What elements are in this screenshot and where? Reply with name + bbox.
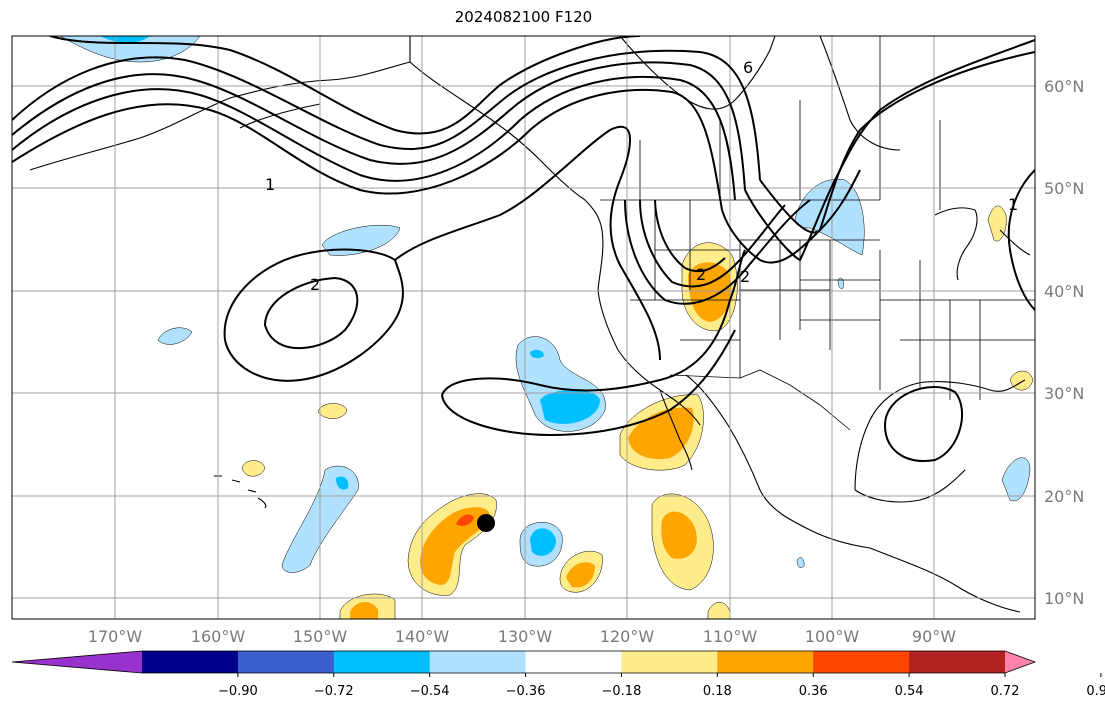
colorbar-tick-label: 0.54 [895, 684, 924, 699]
colorbar-segment [621, 651, 718, 673]
colorbar-outline [11, 650, 1037, 674]
colorbar-segment [813, 651, 910, 673]
colorbar-tick-label: −0.36 [506, 684, 546, 699]
colorbar: −0.90 −0.72 −0.54 −0.36 −0.18 0.18 0.36 0.54 0.7… [11, 650, 1105, 699]
contour-label-group: 1 2 2 2 1 6 [265, 58, 1018, 294]
lat-label: 20°N [1044, 487, 1084, 506]
political-borders [600, 36, 1035, 431]
contour-label: 2 [696, 265, 706, 284]
storm-position-dot [477, 514, 495, 532]
map-panel: 1 2 2 2 1 6 [12, 36, 1035, 619]
colorbar-tick-label: −0.72 [314, 684, 354, 699]
colorbar-tick-label: −0.18 [602, 684, 642, 699]
lat-label: 10°N [1044, 589, 1084, 608]
contour-lines [12, 36, 1035, 462]
colorbar-tick-label: 0.90 [1086, 684, 1105, 699]
longitude-labels: 170°W 160°W 150°W 140°W 130°W 120°W 110°… [88, 627, 956, 646]
colorbar-segment [142, 651, 239, 673]
lat-label: 30°N [1044, 384, 1084, 403]
colorbar-segment [429, 651, 527, 673]
gridlines [12, 36, 1035, 619]
colorbar-tick-label: −0.54 [410, 684, 450, 699]
colorbar-segment [909, 651, 1006, 673]
lon-label: 140°W [395, 627, 450, 646]
lat-label: 40°N [1044, 282, 1084, 301]
lon-label: 130°W [498, 627, 553, 646]
colorbar-tick-label: 0.72 [991, 684, 1020, 699]
colorbar-segment [717, 651, 814, 673]
contour-label: 1 [265, 175, 275, 194]
contour-label: 2 [310, 275, 320, 294]
coastlines [29, 36, 1031, 613]
lon-label: 160°W [191, 627, 246, 646]
map-frame [11, 35, 1036, 620]
colorbar-segment [525, 651, 622, 673]
lon-label: 100°W [805, 627, 860, 646]
contour-label: 6 [743, 58, 753, 77]
contour-label: 1 [1008, 195, 1018, 214]
colorbar-extend-low [12, 651, 142, 673]
colorbar-tick-label: −0.90 [218, 684, 258, 699]
colorbar-tick-label: 0.18 [703, 684, 732, 699]
lon-label: 90°W [912, 627, 956, 646]
lon-label: 120°W [600, 627, 655, 646]
lon-label: 110°W [703, 627, 758, 646]
colorbar-extend-high [1005, 651, 1035, 673]
lat-label: 50°N [1044, 179, 1084, 198]
latitude-labels: 60°N 50°N 40°N 30°N 20°N 10°N [1044, 77, 1084, 608]
colorbar-segment [237, 651, 335, 673]
colorbar-segment [333, 651, 431, 673]
colorbar-tick-label: 0.36 [799, 684, 828, 699]
contour-label: 2 [740, 267, 750, 286]
map-title: 2024082100 F120 [454, 8, 593, 26]
lon-label: 150°W [293, 627, 348, 646]
lon-label: 170°W [88, 627, 143, 646]
lat-label: 60°N [1044, 77, 1084, 96]
